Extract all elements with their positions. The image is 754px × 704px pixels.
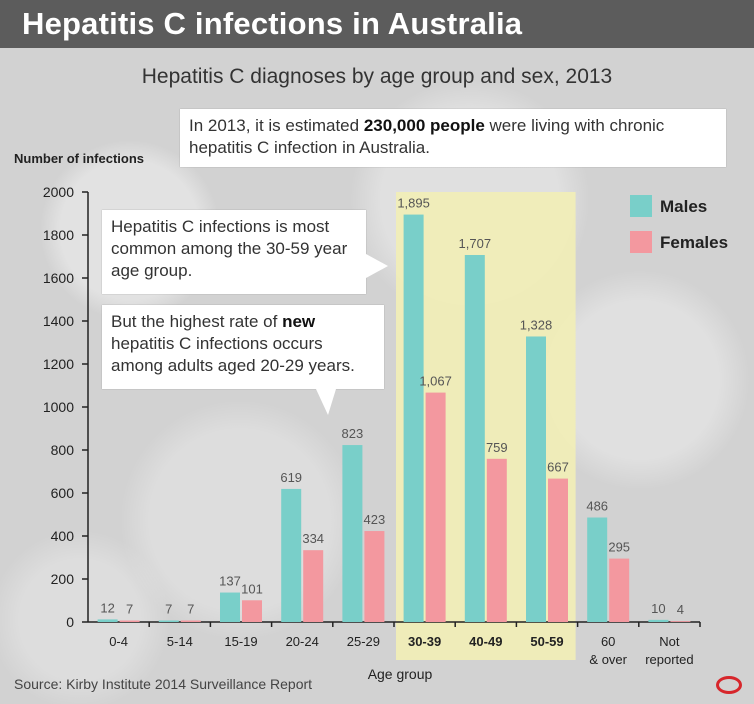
chart-title: Hepatitis C diagnoses by age group and s… [141,65,613,88]
legend-swatch-males [630,195,652,217]
bar-males [342,445,363,622]
y-tick-label: 1800 [43,227,74,243]
bar-females [486,458,507,622]
bar-males [526,336,546,622]
new-infections-text-end: hepatitis C infections occurs among adul… [111,334,355,375]
data-label-males: 7 [165,601,172,616]
bar-females [119,620,140,622]
estimate-highlight: 230,000 people [363,116,485,135]
x-tick-label: 5-14 [167,634,193,649]
data-label-males: 486 [586,499,608,514]
data-label-females: 7 [187,601,194,616]
new-infections-text-start: But the highest rate of [111,312,283,331]
data-label-females: 4 [677,602,684,617]
data-label-females: 423 [364,512,386,527]
bar-females [609,558,630,622]
y-tick-label: 1400 [43,313,74,329]
bar-males [281,488,302,622]
x-tick-label: 15-19 [224,634,257,649]
data-label-females: 1,067 [419,374,452,389]
bar-females [242,600,262,622]
estimate-text-end: were living with chronic hepatitis C inf… [189,116,665,157]
data-label-females: 334 [302,531,324,546]
data-label-females: 295 [608,540,630,555]
data-label-males: 10 [651,601,665,616]
header-banner: Hepatitis C infections in Australia [0,0,754,48]
x-tick-label: 25-29 [347,634,380,649]
legend-label-males: Males [660,197,707,216]
data-label-males: 137 [219,574,241,589]
bar-males [403,214,424,622]
data-label-males: 619 [280,470,302,485]
bar-males [464,254,485,622]
publisher-logo [716,676,742,694]
bar-females [364,531,385,622]
y-tick-label: 2000 [43,184,74,200]
y-tick-label: 1000 [43,399,74,415]
y-tick-label: 800 [51,442,75,458]
data-label-females: 7 [126,601,133,616]
y-tick-label: 1600 [43,270,74,286]
source-credit: Source: Kirby Institute 2014 Surveillanc… [14,676,313,692]
bar-females [670,621,691,622]
x-tick-label: Not [659,634,680,649]
bar-males [648,619,669,622]
x-tick-label: & over [589,652,627,667]
data-label-females: 667 [547,460,569,475]
common-age-note: Hepatitis C infections is most common am… [102,210,366,294]
y-axis-title: Number of infections [14,151,144,166]
estimate-text-start: In 2013, it is estimated [189,116,364,135]
data-label-females: 759 [486,440,508,455]
legend-label-females: Females [660,233,728,252]
x-tick-label: 60 [601,634,615,649]
data-label-males: 1,707 [459,236,492,251]
x-tick-label: reported [645,652,693,667]
y-tick-label: 400 [51,528,75,544]
bar-males [587,517,608,622]
bar-males [220,592,240,622]
bar-females [548,478,568,622]
x-axis-title: Age group [368,666,433,682]
bar-females [425,392,446,622]
data-label-females: 101 [241,581,263,596]
common-age-text: Hepatitis C infections is most common am… [111,217,348,280]
common-age-note-pointer [366,254,388,278]
bar-males [158,620,179,622]
y-tick-label: 0 [66,614,74,630]
y-tick-label: 600 [51,485,75,501]
x-tick-label: 50-59 [530,634,563,649]
page-title: Hepatitis C infections in Australia [22,6,523,41]
y-tick-label: 1200 [43,356,74,372]
x-tick-label: 20-24 [286,634,319,649]
bar-females [303,550,324,622]
estimate-note: In 2013, it is estimated 230,000 people … [180,109,726,167]
bar-males [97,619,118,622]
data-label-males: 12 [100,600,114,615]
x-tick-label: 0-4 [109,634,128,649]
x-tick-label: 40-49 [469,634,502,649]
new-infections-note-pointer [316,389,336,415]
x-tick-label: 30-39 [408,634,441,649]
bar-females [180,620,201,622]
legend-swatch-females [630,231,652,253]
data-label-males: 1,895 [397,196,430,211]
new-infections-highlight: new [282,312,316,331]
data-label-males: 823 [342,426,364,441]
y-tick-label: 200 [51,571,75,587]
new-infections-note: But the highest rate of new hepatitis C … [102,305,384,389]
data-label-males: 1,328 [520,317,553,332]
